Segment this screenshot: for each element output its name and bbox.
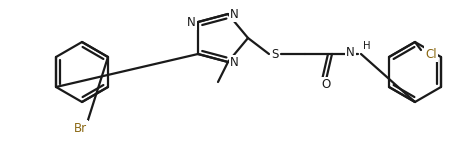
Text: Cl: Cl — [425, 48, 437, 60]
Text: S: S — [272, 48, 279, 60]
Text: H: H — [363, 41, 370, 51]
Text: N: N — [230, 7, 239, 20]
Text: N: N — [230, 56, 239, 70]
Text: N: N — [346, 47, 355, 59]
Text: O: O — [321, 78, 331, 91]
Text: N: N — [187, 16, 196, 29]
Text: Br: Br — [73, 122, 87, 134]
